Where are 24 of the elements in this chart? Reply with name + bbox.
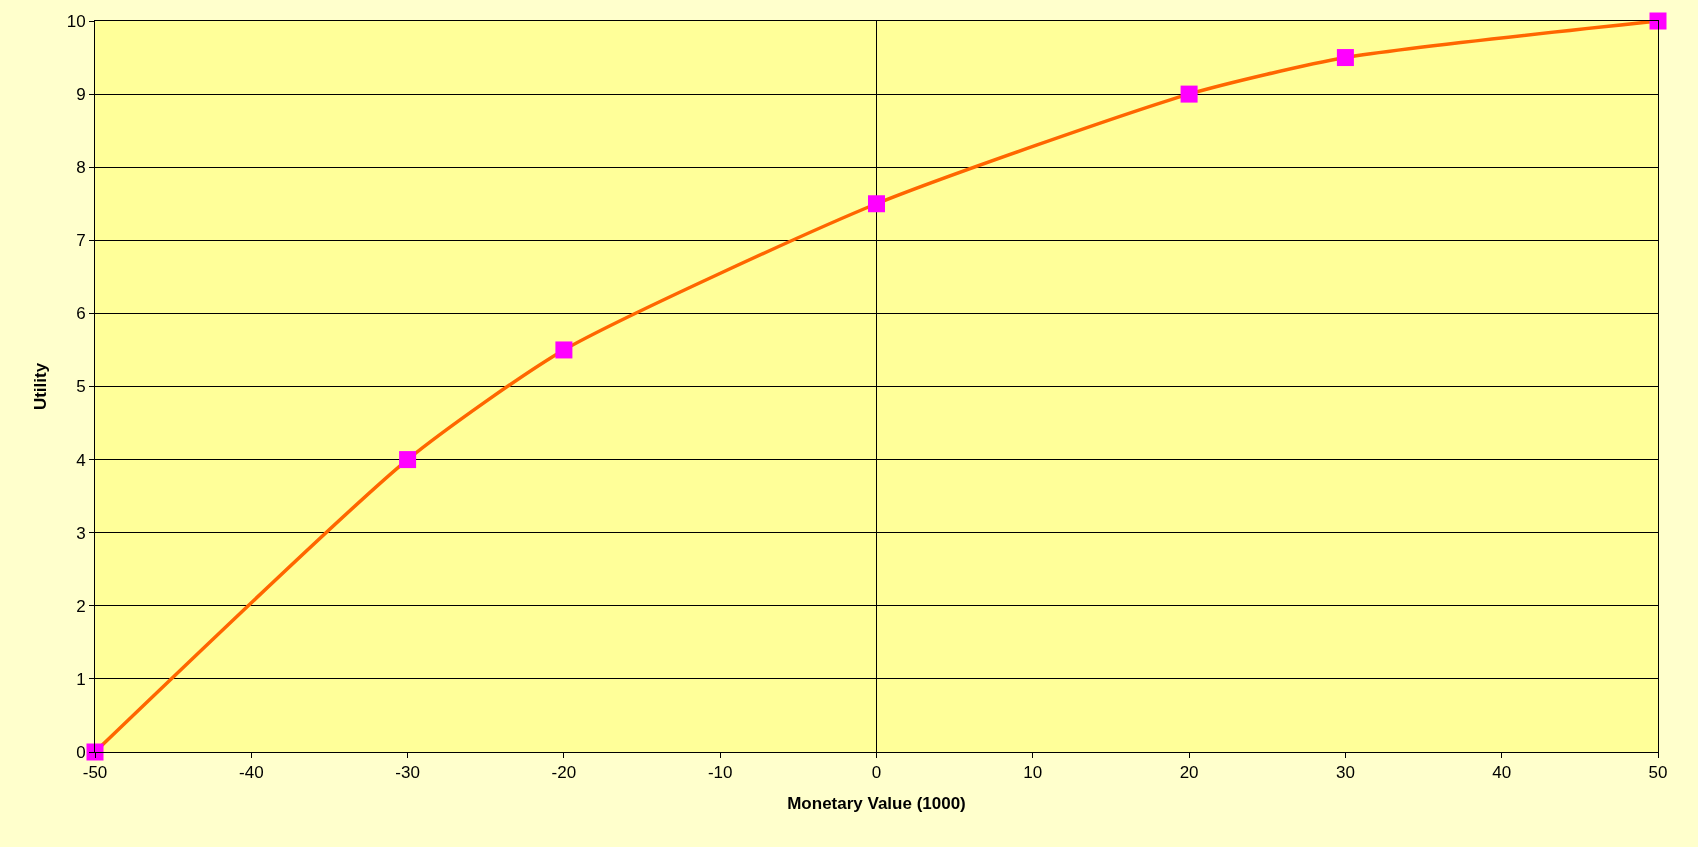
y-tick-label: 7 xyxy=(76,231,86,251)
x-tick-label: 10 xyxy=(1023,763,1043,783)
y-axis-title: Utility xyxy=(31,362,51,411)
y-tick-label: 1 xyxy=(76,669,86,689)
x-tick-label: 40 xyxy=(1492,763,1512,783)
y-tick-label: 8 xyxy=(76,158,86,178)
y-tick-label: 6 xyxy=(76,304,86,324)
y-tick-label: 0 xyxy=(76,742,86,762)
y-tick-label: 2 xyxy=(76,596,86,616)
x-tick-label: -50 xyxy=(82,763,108,783)
y-tick-label: 3 xyxy=(76,523,86,543)
x-tick-label: -30 xyxy=(395,763,420,783)
y-tick-label: 9 xyxy=(76,85,86,105)
x-tick-label: 20 xyxy=(1179,763,1199,783)
x-axis-title: Monetary Value (1000) xyxy=(787,793,966,813)
x-tick-label: 30 xyxy=(1335,763,1355,783)
x-tick-label: -10 xyxy=(707,763,733,783)
y-tick-label: 5 xyxy=(76,377,86,397)
x-tick-label: -40 xyxy=(239,763,264,783)
x-tick-label: 0 xyxy=(871,763,882,783)
x-tick-label: -20 xyxy=(551,763,577,783)
y-tick-label: 4 xyxy=(76,450,86,470)
y-tick-label: 10 xyxy=(66,11,86,31)
x-tick-label: 50 xyxy=(1648,763,1668,783)
